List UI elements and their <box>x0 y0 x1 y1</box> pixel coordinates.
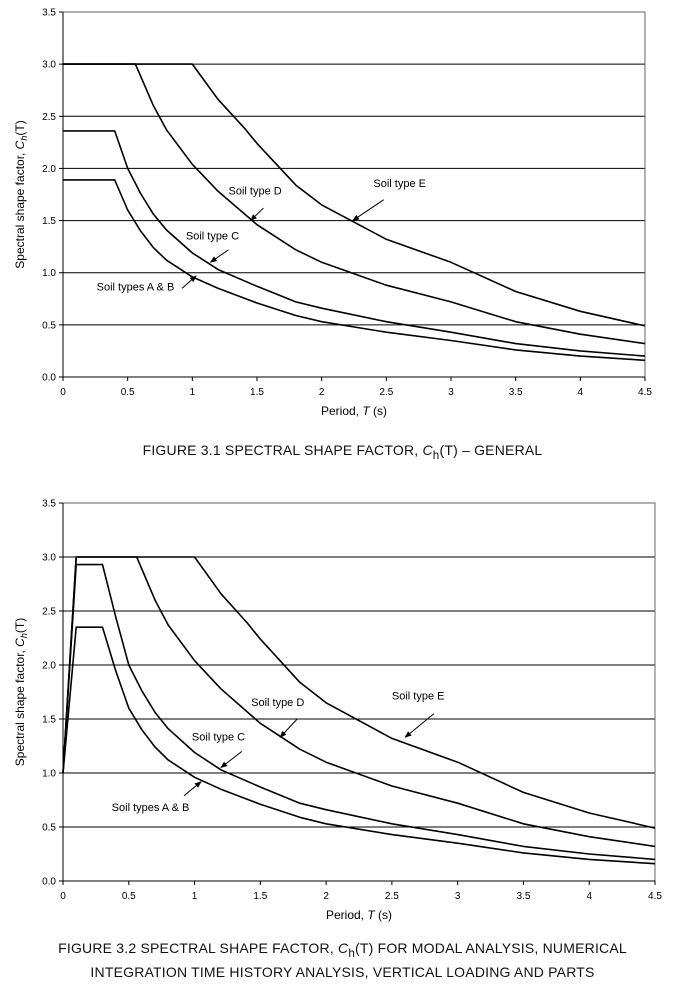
figure-3-2-caption: FIGURE 3.2 SPECTRAL SHAPE FACTOR, Ch(T) … <box>0 939 685 982</box>
chart-figure-3-2: 0.0 0.5 1.0 1.5 2.0 2.5 3.0 3.5 0 0.5 1 1.5 2 2.5 3 3.5… <box>13 499 662 923</box>
x-axis-label: Period, T (s) <box>321 404 387 418</box>
y-tick-label: 2.0 <box>42 164 56 175</box>
x-tick-label: 3 <box>455 891 461 902</box>
y-tick-label: 3.0 <box>42 553 56 564</box>
series-line-soil-type-d <box>63 63 646 345</box>
y-tick-label: 0.0 <box>42 373 56 384</box>
annotation-arrow <box>352 199 385 221</box>
y-tick-label: 2.5 <box>42 607 56 618</box>
chart-figure-3-1: 0.0 0.5 1.0 1.5 2.0 2.5 3.0 3.5 0 0.5 1 1.5 2 2.5 3 3.5… <box>13 8 652 419</box>
series-line-soil-type-e <box>62 556 656 829</box>
series-line-soil-types-a-b <box>63 179 646 362</box>
figure-3-1-caption: FIGURE 3.1 SPECTRAL SHAPE FACTOR, Ch(T) … <box>142 442 543 462</box>
series-line-soil-type-e <box>63 63 646 327</box>
y-tick-label: 1.0 <box>42 769 56 780</box>
y-tick-label: 1.0 <box>42 268 56 279</box>
x-tick-label: 4 <box>586 891 592 902</box>
x-tick-label: 2.5 <box>379 387 393 398</box>
x-tick-label: 2 <box>319 387 325 398</box>
annotation-arrow <box>209 249 229 263</box>
x-tick-label: 3.5 <box>509 387 523 398</box>
x-tick-label: 0.5 <box>121 387 135 398</box>
y-tick-label: 0.5 <box>42 823 56 834</box>
x-tick-label: 0 <box>60 891 66 902</box>
annotation-arrow <box>279 718 298 738</box>
figure-3-2-caption-line2: INTEGRATION TIME HISTORY ANALYSIS, VERTI… <box>90 963 595 980</box>
x-axis-label: Period, T (s) <box>326 908 392 922</box>
annotation-label: Soil type E <box>373 178 426 190</box>
x-tick-label: 1 <box>192 891 198 902</box>
y-axis-label: Spectral shape factor, Ch(T) <box>13 618 29 766</box>
annotation-label: Soil type E <box>392 691 445 703</box>
x-tick-label: 1 <box>190 387 196 398</box>
y-tick-label: 0.5 <box>42 320 56 331</box>
y-tick-label: 1.5 <box>42 216 56 227</box>
x-tick-label: 4.5 <box>638 387 652 398</box>
series-line-soil-type-d <box>62 556 656 848</box>
x-tick-label: 1.5 <box>253 891 267 902</box>
plot-area-frame <box>62 502 656 882</box>
y-tick-label: 2.0 <box>42 661 56 672</box>
annotation-label: Soil type C <box>192 732 245 744</box>
annotation-arrow <box>220 751 243 769</box>
series-line-soil-type-c <box>62 563 656 861</box>
x-tick-label: 4.5 <box>648 891 662 902</box>
y-tick-label: 3.5 <box>42 8 56 19</box>
annotation-label: Soil type D <box>251 697 304 709</box>
annotation-label: Soil type D <box>229 186 282 198</box>
annotation-label: Soil type C <box>186 230 239 242</box>
y-axis-label: Spectral shape factor, Ch(T) <box>13 120 29 268</box>
y-tick-label: 1.5 <box>42 715 56 726</box>
y-tick-label: 3.0 <box>42 60 56 71</box>
x-tick-label: 2 <box>323 891 329 902</box>
x-tick-label: 2.5 <box>385 891 399 902</box>
x-tick-label: 0 <box>60 387 66 398</box>
annotation-label: Soil types A & B <box>112 802 190 814</box>
annotation-arrow <box>404 713 435 738</box>
y-tick-label: 0.0 <box>42 877 56 888</box>
x-tick-label: 3 <box>448 387 454 398</box>
plot-area-frame <box>62 11 646 378</box>
annotation-label: Soil types A & B <box>97 281 175 293</box>
series-line-soil-type-c <box>63 130 646 357</box>
x-tick-label: 0.5 <box>122 891 136 902</box>
annotation-arrow <box>250 207 264 222</box>
x-tick-label: 3.5 <box>516 891 530 902</box>
x-tick-label: 1.5 <box>250 387 264 398</box>
annotation-arrow <box>183 781 202 797</box>
series-line-soil-types-a-b <box>62 626 656 865</box>
x-tick-label: 4 <box>578 387 584 398</box>
y-tick-label: 2.5 <box>42 112 56 123</box>
figure-3-2-caption-line1: FIGURE 3.2 SPECTRAL SHAPE FACTOR, Ch(T) … <box>58 940 627 960</box>
annotation-arrow <box>181 275 197 289</box>
y-tick-label: 3.5 <box>42 499 56 510</box>
